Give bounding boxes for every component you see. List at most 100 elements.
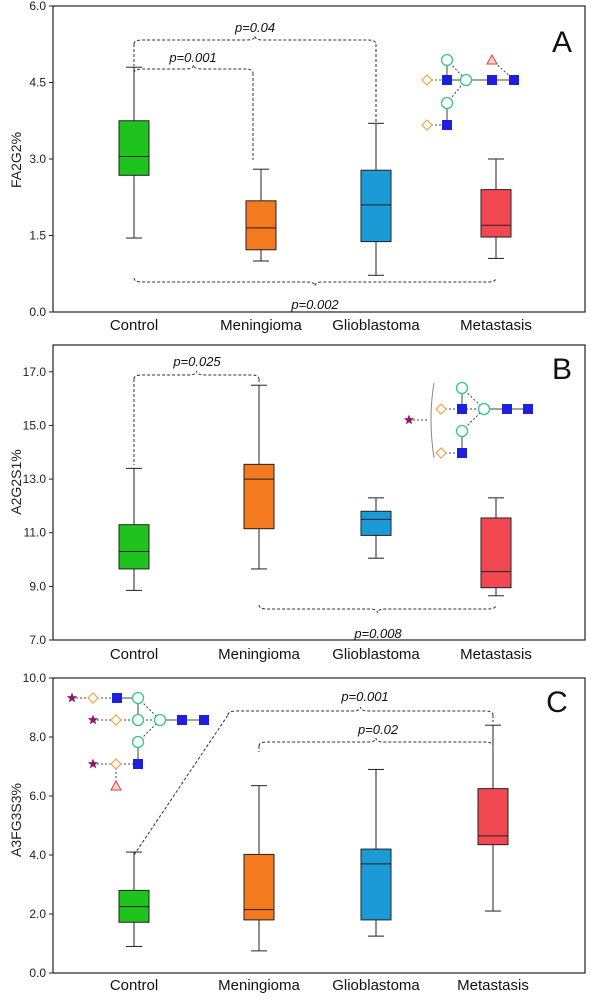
box-iqr [243, 463, 275, 530]
x-tick-label: Control [110, 317, 158, 334]
y-tick-label: 13.0 [23, 472, 47, 486]
significance-bracket: p=0.008 [258, 604, 497, 641]
galactose-diamond-icon [421, 74, 433, 86]
box-control [118, 851, 150, 947]
panel-A: 0.0 1.5 3.0 4.5 6.0 FA2G2% A Control Meningioma G… [8, 0, 586, 334]
mannose-circle-icon [131, 691, 145, 705]
mannose-circle-icon [455, 424, 469, 438]
glcnac-square-icon [487, 75, 497, 85]
mannose-circle-icon [440, 53, 454, 67]
y-tick-label: 15.0 [23, 418, 47, 432]
box-glioblastoma [360, 497, 392, 559]
box-iqr [118, 120, 150, 176]
significance-bracket: p=0.02 [258, 722, 494, 752]
x-tick-label: Metastasis [457, 977, 529, 994]
y-axis-label: A2G2S1% [8, 449, 24, 514]
y-tick-label: 3.0 [29, 152, 46, 166]
bracket-leg [133, 714, 229, 856]
box-iqr [360, 510, 392, 536]
significance-bracket: p=0.025 [133, 354, 260, 465]
x-tick-label: Meningioma [220, 317, 302, 334]
x-tick-label: Control [110, 646, 158, 663]
galactose-diamond-icon [435, 447, 447, 459]
sialic-acid-star-icon [87, 758, 99, 769]
galactose-diamond-icon [421, 119, 433, 131]
box-metastasis [477, 724, 509, 912]
y-tick-label: 7.0 [29, 633, 46, 647]
y-tick-label: 0.0 [29, 305, 46, 319]
box-control [118, 66, 150, 239]
y-tick-label: 8.0 [29, 730, 46, 744]
p-value-label: p=0.02 [357, 722, 399, 737]
glycan-structure-icon [66, 691, 209, 791]
panel-label: A [552, 26, 572, 59]
box-meningioma [243, 384, 275, 570]
box-meningioma [243, 785, 275, 952]
glycan-structure-icon [421, 53, 519, 131]
glcnac-square-icon [509, 75, 519, 85]
x-tick-label: Control [110, 977, 158, 994]
x-tick-label: Glioblastoma [332, 317, 420, 334]
y-tick-label: 10.0 [23, 671, 47, 685]
box-metastasis [480, 158, 512, 259]
mannose-circle-icon [459, 73, 473, 87]
y-tick-label: 1.5 [29, 229, 46, 243]
glcnac-square-icon [177, 715, 187, 725]
mannose-circle-icon [131, 713, 145, 727]
y-tick-label: 11.0 [24, 526, 47, 540]
box-meningioma [245, 168, 277, 262]
sialic-acid-star-icon [403, 414, 415, 425]
bracket-brace [258, 737, 494, 747]
box-glioblastoma [360, 122, 392, 276]
x-tick-label: Meningioma [218, 977, 300, 994]
glcnac-square-icon [112, 693, 122, 703]
y-tick-label: 6.0 [29, 0, 46, 13]
box-iqr [480, 189, 512, 238]
plot-frame [52, 677, 586, 974]
p-value-label: p=0.002 [290, 297, 339, 312]
glcnac-square-icon [457, 448, 467, 458]
x-tick-label: Glioblastoma [332, 646, 420, 663]
glcnac-square-icon [457, 404, 467, 414]
y-tick-label: 2.0 [29, 907, 46, 921]
p-value-label: p=0.025 [172, 354, 221, 369]
glcnac-square-icon [523, 404, 533, 414]
panel-B: 7.0 9.0 11.0 13.0 15.0 17.0 A2G2S1% B Control Men… [8, 344, 586, 663]
box-iqr [480, 517, 512, 589]
bracket-brace [133, 370, 260, 380]
y-axis-label: FA2G2% [8, 132, 24, 188]
galactose-diamond-icon [435, 403, 447, 415]
panel-C: 0.0 2.0 4.0 6.0 8.0 10.0 A3FG3S3% C Control Menin… [8, 671, 586, 994]
y-tick-label: 4.5 [29, 76, 46, 90]
plot-frame [52, 344, 586, 641]
glcnac-square-icon [502, 404, 512, 414]
x-tick-label: Metastasis [460, 317, 532, 334]
x-tick-label: Glioblastoma [332, 977, 420, 994]
box-iqr [118, 524, 150, 570]
glcnac-square-icon [442, 120, 452, 130]
fucose-triangle-icon [486, 53, 498, 65]
y-tick-label: 17.0 [23, 365, 47, 379]
glcnac-square-icon [133, 759, 143, 769]
bracket-brace [227, 706, 494, 716]
p-value-label: p=0.001 [340, 689, 388, 704]
galactose-diamond-icon [87, 692, 99, 704]
x-tick-label: Metastasis [460, 646, 532, 663]
box-iqr [360, 169, 392, 243]
bracket-brace [133, 64, 254, 74]
mannose-circle-icon [153, 713, 167, 727]
significance-bracket: p=0.001 [133, 50, 254, 160]
glycan-bracket [430, 382, 435, 459]
p-value-label: p=0.04 [234, 20, 275, 35]
bracket-brace [133, 277, 497, 287]
mannose-circle-icon [477, 402, 491, 416]
bracket-brace [258, 604, 497, 614]
fucose-triangle-icon [110, 779, 122, 791]
bracket-brace [133, 35, 377, 45]
significance-bracket: p=0.002 [133, 277, 497, 312]
glcnac-square-icon [199, 715, 209, 725]
box-glioblastoma [360, 768, 392, 937]
p-value-label: p=0.001 [168, 50, 216, 65]
p-value-label: p=0.008 [353, 626, 402, 641]
